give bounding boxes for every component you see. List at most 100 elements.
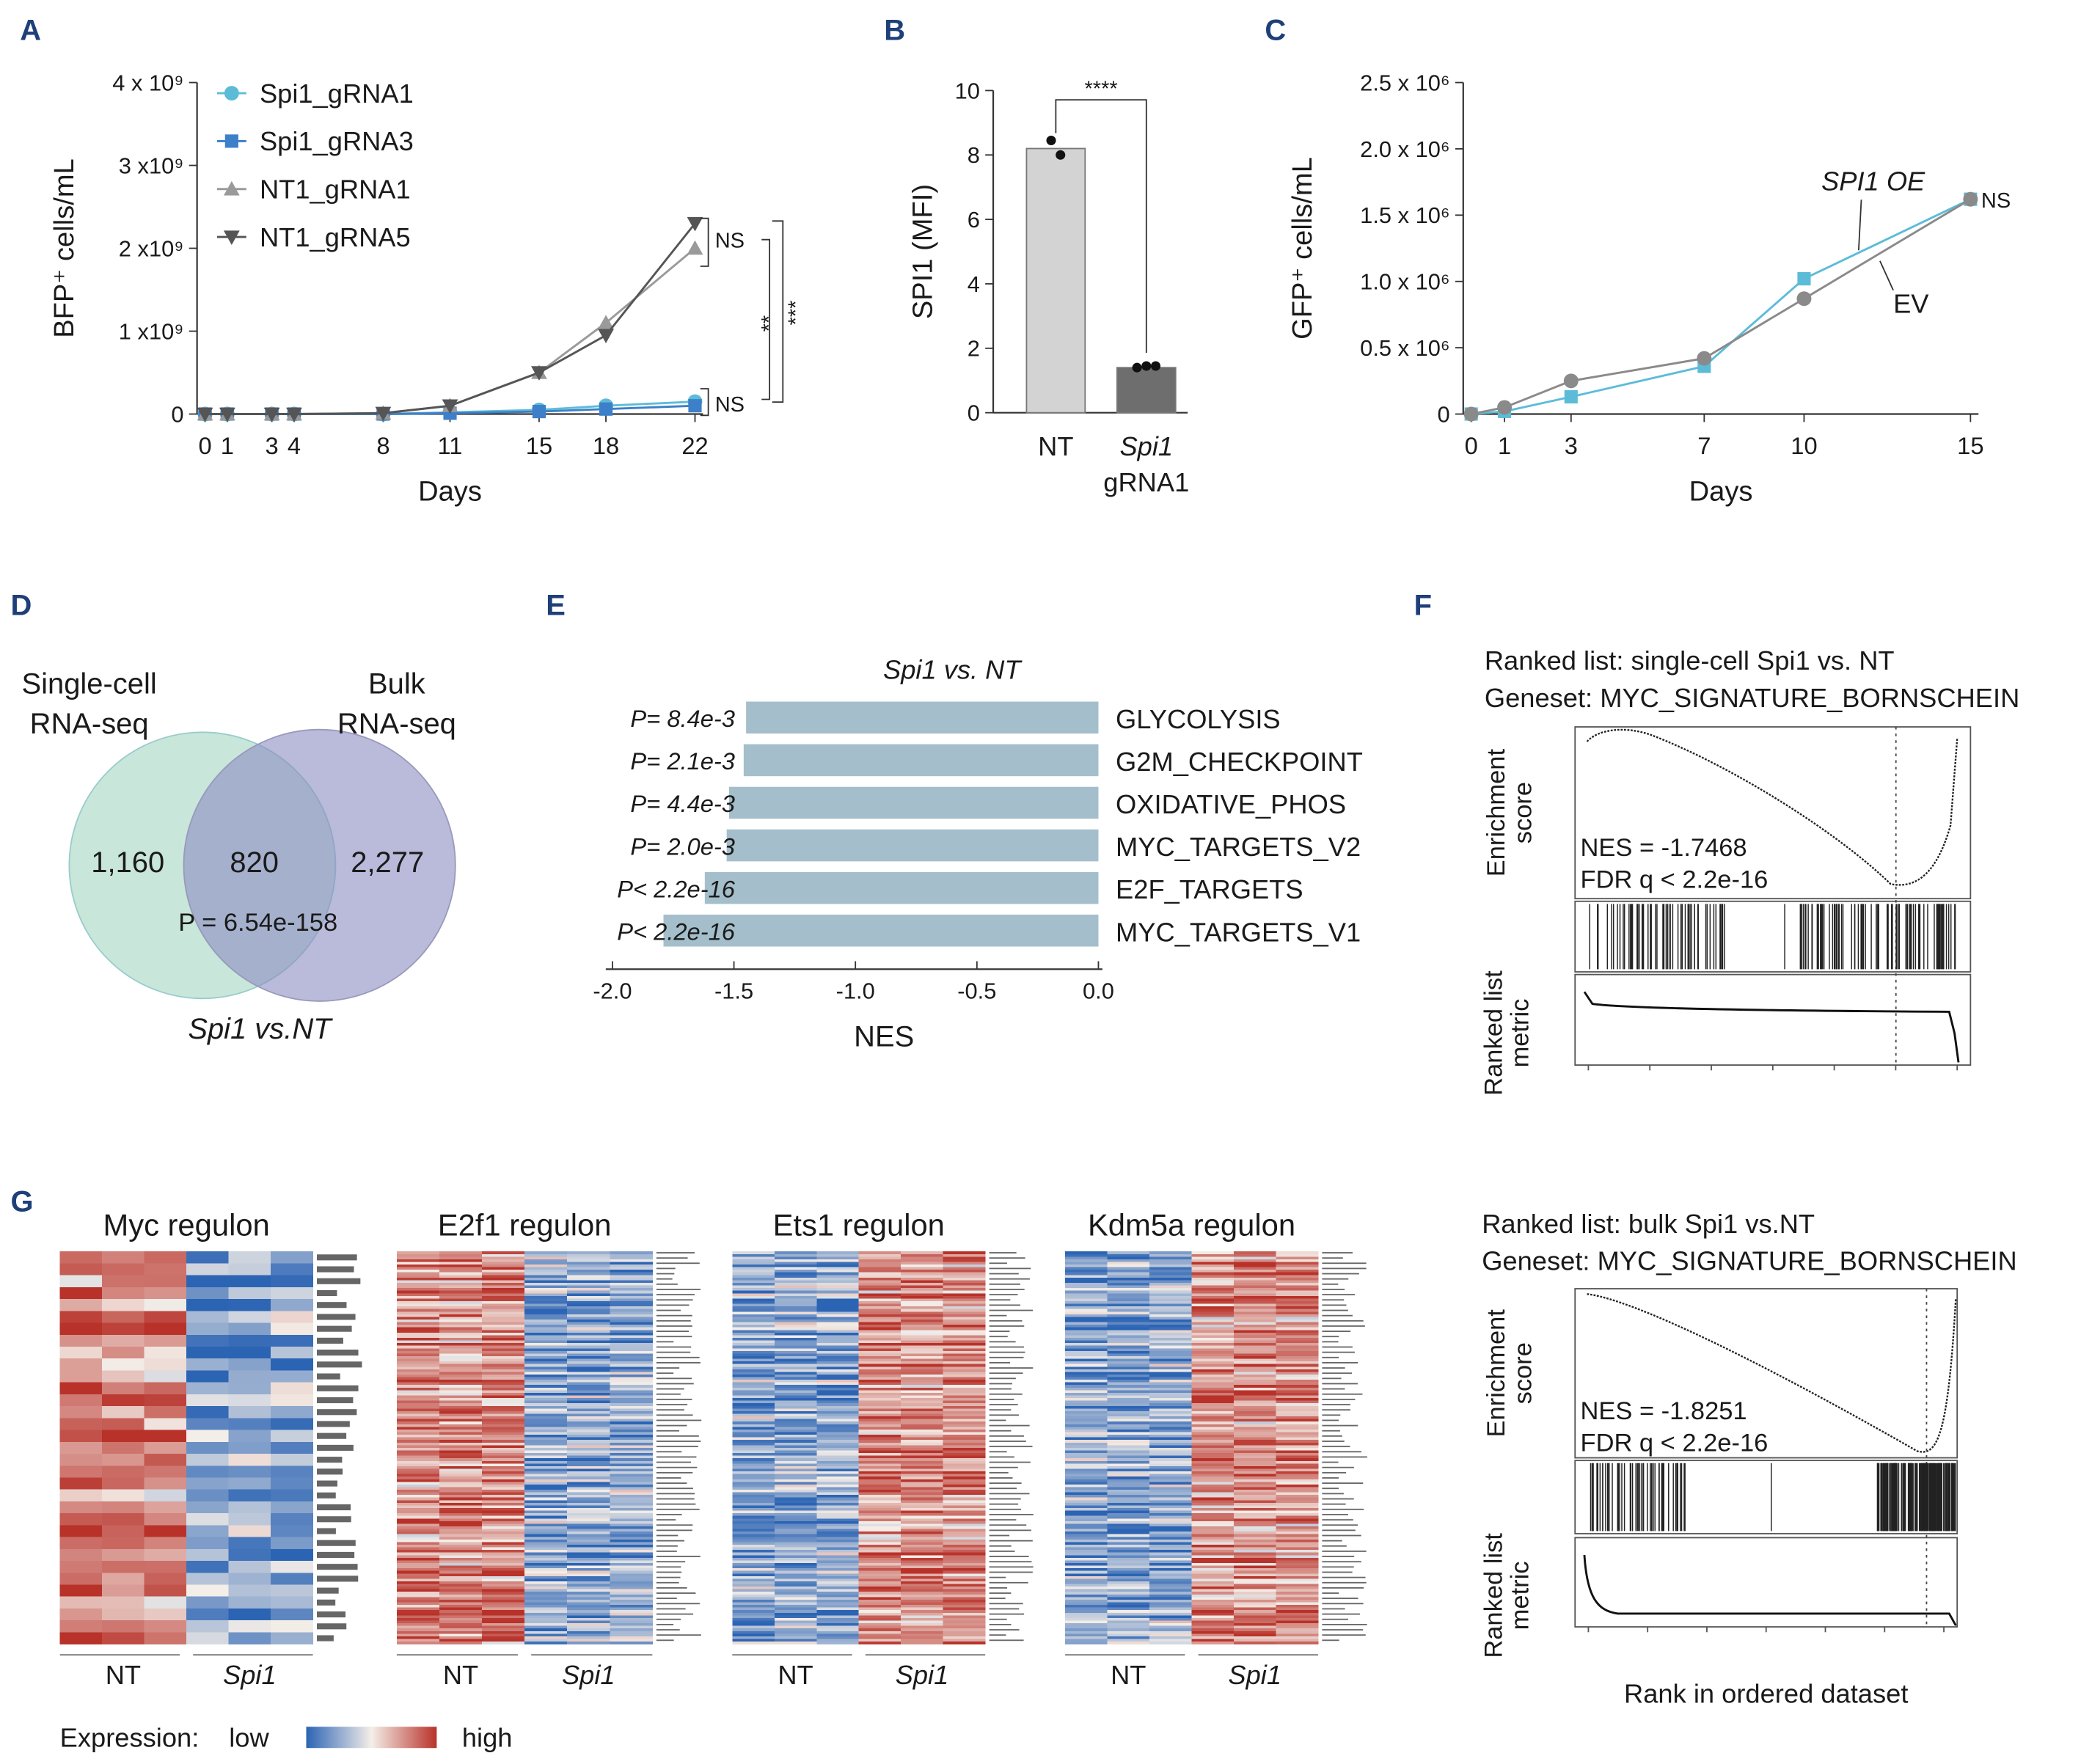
heatmap-cell (524, 1523, 568, 1527)
heatmap-cell (1149, 1364, 1193, 1367)
heatmap-cell (610, 1317, 653, 1320)
heatmap-cell (774, 1497, 817, 1501)
heatmap-cell (1233, 1633, 1277, 1637)
heatmap-cell (524, 1560, 568, 1564)
heatmap-cell (1065, 1382, 1108, 1386)
heatmap-cell (396, 1562, 440, 1567)
gene-label (656, 1493, 695, 1495)
heatmap-cell (1149, 1518, 1193, 1522)
heatmap-cell (1191, 1267, 1235, 1270)
heatmap-cell (186, 1382, 230, 1395)
heatmap-cell (901, 1350, 944, 1354)
heatmap-cell (439, 1301, 483, 1305)
heatmap-cell (1191, 1251, 1235, 1255)
heatmap-cell (1276, 1465, 1319, 1470)
heatmap-cell (567, 1458, 610, 1462)
heatmap-cell (774, 1311, 817, 1315)
heatmap-cell (732, 1492, 775, 1496)
heatmap-cell (1149, 1435, 1193, 1438)
gene-label (656, 1519, 676, 1521)
heatmap-cell (943, 1337, 986, 1342)
legend-label: NT1_gRNA1 (260, 174, 411, 204)
heatmap-cell (1276, 1325, 1319, 1328)
heatmap-cell (1065, 1526, 1108, 1530)
heatmap-cell (1233, 1332, 1277, 1336)
heatmap-cell (482, 1581, 525, 1585)
heatmap-cell (396, 1492, 440, 1496)
y-tick-label: 10 (955, 78, 980, 103)
heatmap-cell (567, 1490, 610, 1493)
category-label: GLYCOLYSIS (1116, 704, 1281, 734)
heatmap-cell (901, 1361, 944, 1365)
heatmap-cell (858, 1502, 901, 1506)
heatmap-cell (396, 1505, 440, 1509)
heatmap-cell (732, 1508, 775, 1512)
heatmap-cell (396, 1295, 440, 1299)
heatmap-cell (1233, 1542, 1277, 1545)
heatmap-cell (482, 1421, 525, 1425)
heatmap-cell (1191, 1490, 1235, 1493)
marker (197, 407, 213, 422)
heatmap-cell (774, 1348, 817, 1352)
heatmap-cell (610, 1592, 653, 1595)
heatmap-cell (1107, 1259, 1150, 1263)
heatmap-cell (482, 1442, 525, 1446)
heatmap-cell (610, 1453, 653, 1457)
heatmap-cell (396, 1623, 440, 1627)
heatmap-cell (901, 1295, 944, 1299)
heatmap-cell (1065, 1465, 1108, 1470)
heatmap-cell (943, 1578, 986, 1582)
heatmap-cell (610, 1487, 653, 1490)
heatmap-cell (774, 1578, 817, 1582)
heatmap-cell (1107, 1547, 1150, 1551)
panel-label: B (884, 14, 905, 46)
heatmap-cell (1276, 1301, 1319, 1305)
heatmap-cell (396, 1490, 440, 1493)
heatmap-cell (1276, 1529, 1319, 1532)
heatmap-cell (567, 1589, 610, 1592)
heatmap-cell (610, 1377, 653, 1380)
heatmap-cell (858, 1476, 901, 1480)
heatmap-cell (524, 1322, 568, 1325)
heatmap-cell (774, 1256, 817, 1260)
heatmap-cell (1107, 1557, 1150, 1561)
heatmap-cell (943, 1410, 986, 1415)
heatmap-cell (858, 1380, 901, 1383)
heatmap-cell (610, 1416, 653, 1420)
gene-label (1322, 1566, 1354, 1568)
heatmap-cell (396, 1594, 440, 1598)
heatmap-cell (396, 1285, 440, 1289)
gene-label (989, 1325, 1025, 1327)
gene-label (656, 1398, 692, 1400)
heatmap-cell (524, 1413, 568, 1417)
heatmap-cell (1191, 1631, 1235, 1634)
heatmap-cell (774, 1251, 817, 1255)
heatmap-cell (901, 1303, 944, 1307)
heatmap-cell (1191, 1442, 1235, 1446)
heatmap-cell (271, 1394, 314, 1407)
heatmap-cell (1276, 1631, 1319, 1634)
heatmap-cell (439, 1272, 483, 1276)
heatmap-cell (1107, 1285, 1150, 1289)
heatmap-cell (943, 1612, 986, 1616)
heatmap-cell (567, 1612, 610, 1616)
heatmap-cell (816, 1495, 860, 1498)
heatmap-cell (732, 1531, 775, 1535)
heatmap-cell (186, 1263, 230, 1276)
heatmap-cell (610, 1612, 653, 1616)
heatmap-cell (610, 1390, 653, 1394)
heatmap-cell (396, 1298, 440, 1302)
heatmap-cell (1107, 1405, 1150, 1409)
heatmap-cell (482, 1345, 525, 1349)
heatmap-cell (439, 1526, 483, 1530)
heatmap-cell (186, 1584, 230, 1598)
x-tick-label: 15 (526, 432, 552, 459)
heatmap-cell (59, 1275, 103, 1288)
heatmap-cell (396, 1555, 440, 1559)
heatmap-cell (943, 1325, 986, 1328)
heatmap-cell (1191, 1539, 1235, 1542)
heatmap-cell (732, 1265, 775, 1268)
heatmap-cell (439, 1602, 483, 1606)
gene-label (1322, 1493, 1344, 1495)
heatmap-cell (816, 1615, 860, 1619)
